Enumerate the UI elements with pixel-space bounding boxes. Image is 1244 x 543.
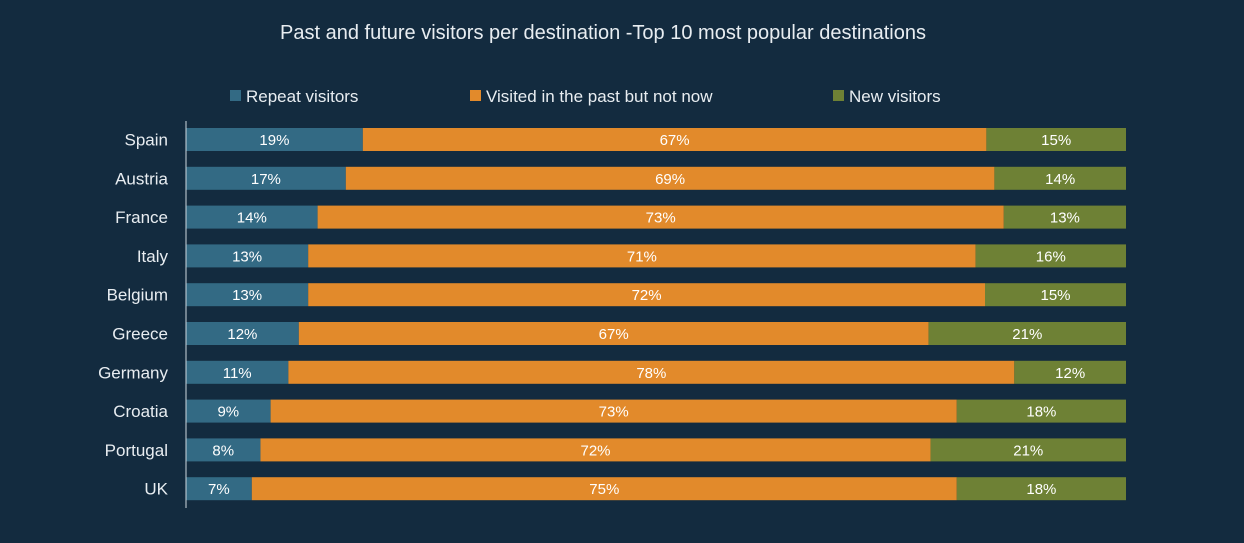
bar-france-new-visitors (1003, 205, 1126, 229)
data-label-france-new-visitors: 13% (1050, 210, 1080, 227)
bar-germany-new-visitors (1014, 360, 1126, 384)
bar-italy-repeat-visitors (186, 244, 309, 268)
category-labels: Spain Austria France Italy Belgium Greece Germ… (98, 131, 169, 499)
data-label-france-visited-in-the-past-but-not-now: 73% (646, 210, 676, 227)
bar-austria-visited-in-the-past-but-not-now (345, 166, 995, 190)
bar-germany-repeat-visitors (186, 360, 289, 384)
data-label-italy-repeat-visitors: 13% (232, 248, 262, 265)
data-label-italy-new-visitors: 16% (1036, 248, 1066, 265)
bar-croatia-new-visitors (956, 399, 1126, 423)
bar-belgium-visited-in-the-past-but-not-now (308, 283, 985, 307)
bar-portugal-repeat-visitors (186, 438, 261, 462)
bar-belgium-repeat-visitors (186, 283, 309, 307)
data-label-austria-visited-in-the-past-but-not-now: 69% (655, 171, 685, 188)
bar-croatia-repeat-visitors (186, 399, 271, 423)
bar-portugal-new-visitors (930, 438, 1126, 462)
data-label-croatia-repeat-visitors: 9% (217, 404, 239, 421)
data-label-spain-repeat-visitors: 19% (259, 132, 289, 149)
legend-swatch-visited-in-the-past-but-not-now (470, 90, 481, 101)
data-label-portugal-visited-in-the-past-but-not-now: 72% (580, 442, 610, 459)
category-label-france: France (115, 208, 168, 227)
data-label-greece-new-visitors: 21% (1012, 326, 1042, 343)
category-label-spain: Spain (125, 131, 168, 150)
data-label-belgium-repeat-visitors: 13% (232, 287, 262, 304)
bar-spain-repeat-visitors (186, 128, 363, 151)
legend-label-visited-in-the-past-but-not-now: Visited in the past but not now (486, 87, 713, 106)
data-label-germany-repeat-visitors: 11% (223, 365, 252, 382)
bar-france-visited-in-the-past-but-not-now (317, 205, 1004, 229)
data-label-belgium-new-visitors: 15% (1040, 287, 1070, 304)
bar-croatia-visited-in-the-past-but-not-now (270, 399, 957, 423)
data-label-croatia-new-visitors: 18% (1026, 404, 1056, 421)
legend-swatch-repeat-visitors (230, 90, 241, 101)
bar-uk-visited-in-the-past-but-not-now (251, 477, 957, 501)
data-label-austria-new-visitors: 14% (1045, 171, 1075, 188)
bar-spain-visited-in-the-past-but-not-now (362, 128, 987, 151)
category-label-italy: Italy (137, 247, 169, 266)
bar-greece-visited-in-the-past-but-not-now (298, 322, 929, 345)
data-label-uk-repeat-visitors: 7% (208, 481, 230, 498)
bar-portugal-visited-in-the-past-but-not-now (260, 438, 931, 462)
data-label-portugal-repeat-visitors: 8% (212, 442, 234, 459)
category-label-croatia: Croatia (113, 402, 168, 421)
data-label-uk-visited-in-the-past-but-not-now: 75% (589, 481, 619, 498)
category-label-belgium: Belgium (107, 286, 168, 305)
bar-uk-new-visitors (956, 477, 1126, 501)
data-label-portugal-new-visitors: 21% (1013, 442, 1043, 459)
data-label-germany-visited-in-the-past-but-not-now: 78% (636, 365, 666, 382)
data-label-italy-visited-in-the-past-but-not-now: 71% (627, 248, 657, 265)
bar-austria-new-visitors (994, 166, 1126, 190)
legend-label-new-visitors: New visitors (849, 87, 941, 106)
category-label-uk: UK (144, 480, 168, 499)
bar-greece-new-visitors (928, 322, 1126, 345)
data-label-germany-new-visitors: 12% (1055, 365, 1085, 382)
bar-italy-new-visitors (975, 244, 1126, 268)
data-label-spain-new-visitors: 15% (1041, 132, 1071, 149)
legend-label-repeat-visitors: Repeat visitors (246, 87, 358, 106)
bar-uk-repeat-visitors (186, 477, 252, 501)
bar-austria-repeat-visitors (186, 166, 346, 190)
bar-italy-visited-in-the-past-but-not-now (308, 244, 976, 268)
data-label-greece-repeat-visitors: 12% (227, 326, 257, 343)
category-label-germany: Germany (98, 363, 168, 382)
bar-greece-repeat-visitors (186, 322, 299, 345)
data-label-croatia-visited-in-the-past-but-not-now: 73% (599, 404, 629, 421)
category-label-portugal: Portugal (105, 441, 168, 460)
data-label-belgium-visited-in-the-past-but-not-now: 72% (632, 287, 662, 304)
category-label-greece: Greece (112, 325, 168, 344)
legend-swatch-new-visitors (833, 90, 844, 101)
bar-germany-visited-in-the-past-but-not-now (288, 360, 1015, 384)
legend: Repeat visitors Visited in the past but n… (230, 87, 941, 106)
data-label-greece-visited-in-the-past-but-not-now: 67% (599, 326, 629, 343)
bar-france-repeat-visitors (186, 205, 318, 229)
data-label-france-repeat-visitors: 14% (237, 210, 267, 227)
bar-belgium-new-visitors (985, 283, 1126, 307)
category-label-austria: Austria (115, 169, 168, 188)
data-label-austria-repeat-visitors: 17% (251, 171, 281, 188)
data-label-spain-visited-in-the-past-but-not-now: 67% (660, 132, 690, 149)
bar-spain-new-visitors (986, 128, 1126, 151)
chart-title: Past and future visitors per destination… (280, 22, 926, 44)
data-label-uk-new-visitors: 18% (1026, 481, 1056, 498)
bars: 19% 67% 15% 17% 69% 14% 14% 73% 13% 13% 71% 16% 13% 7… (186, 128, 1126, 501)
